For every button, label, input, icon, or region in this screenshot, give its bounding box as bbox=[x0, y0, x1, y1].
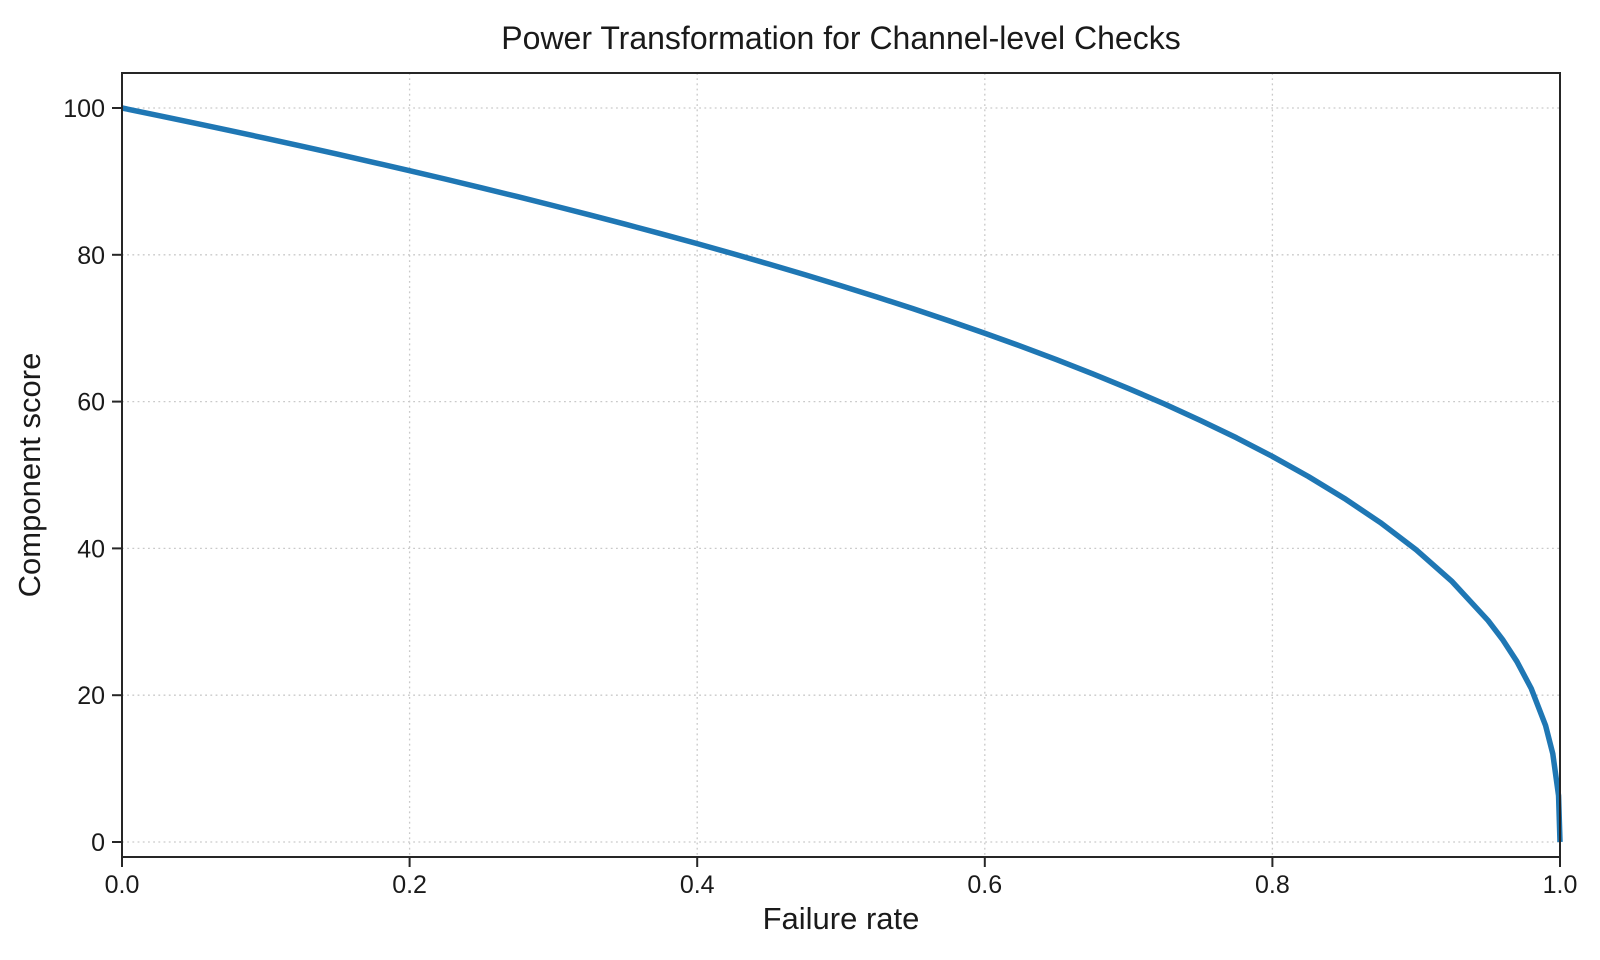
x-tick-label: 1.0 bbox=[1543, 871, 1578, 899]
y-tick-label: 100 bbox=[63, 95, 105, 123]
x-tick-label: 0.6 bbox=[967, 871, 1002, 899]
chart-title: Power Transformation for Channel-level C… bbox=[501, 20, 1180, 56]
tick-labels: 0.0 0.2 0.4 0.6 0.8 1.0 0 20 40 60 80 100 bbox=[63, 95, 1577, 899]
x-tick-label: 0.2 bbox=[392, 871, 427, 899]
y-tick-label: 80 bbox=[77, 242, 105, 270]
score-curve bbox=[121, 105, 1563, 843]
gridlines bbox=[122, 73, 1560, 857]
y-axis-label: Component score bbox=[12, 353, 47, 598]
x-tick-label: 0.4 bbox=[680, 871, 715, 899]
curve-layer bbox=[121, 105, 1563, 843]
plot-area-border bbox=[121, 72, 1561, 858]
y-tick-label: 60 bbox=[77, 389, 105, 417]
y-tick-label: 40 bbox=[77, 535, 105, 563]
axes bbox=[112, 72, 1561, 867]
x-tick-label: 0.8 bbox=[1255, 871, 1290, 899]
y-tick-label: 0 bbox=[91, 829, 105, 857]
y-tick-label: 20 bbox=[77, 682, 105, 710]
x-tick-label: 0.0 bbox=[105, 871, 140, 899]
x-axis-label: Failure rate bbox=[763, 901, 920, 936]
